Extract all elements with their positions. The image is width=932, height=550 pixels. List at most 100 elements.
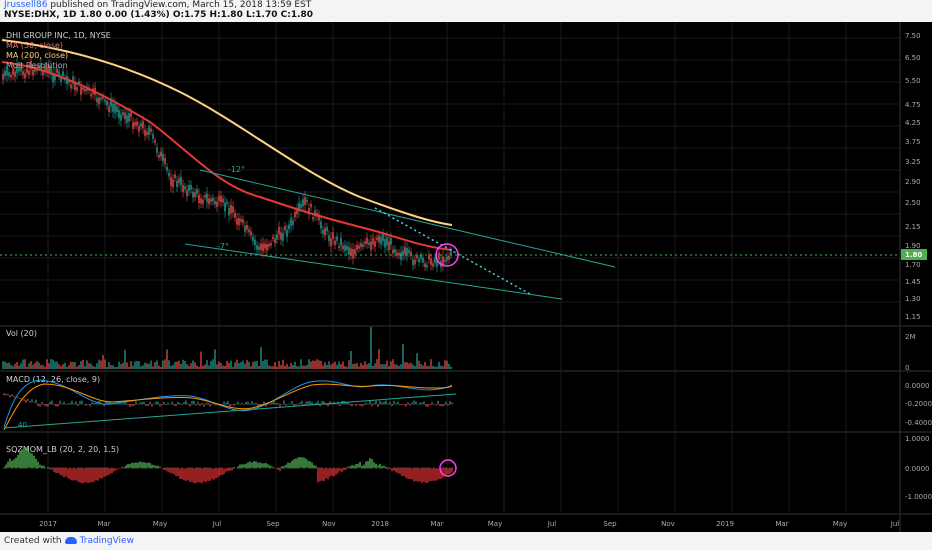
- candle-body: [366, 237, 368, 244]
- volume-bar: [80, 361, 82, 369]
- volume-bar: [168, 360, 170, 369]
- volume-bar: [254, 361, 256, 369]
- volume-bar: [260, 347, 262, 369]
- sqzmom-bar: [29, 452, 31, 469]
- sqzmom-dot: [349, 467, 351, 469]
- volume-bar: [116, 366, 118, 369]
- candle-body: [40, 63, 42, 71]
- macd-bar: [43, 404, 45, 406]
- sqzmom-bar: [113, 468, 115, 472]
- macd-bar: [107, 400, 109, 405]
- candle-body: [20, 66, 22, 72]
- sqzmom-dot: [273, 467, 275, 469]
- sqzmom-bar: [83, 468, 85, 484]
- sqzmom-dot: [265, 467, 267, 469]
- sqzmom-dot: [227, 467, 229, 469]
- candle-body: [190, 184, 192, 190]
- candle-body: [412, 259, 414, 266]
- macd-bar: [269, 403, 271, 405]
- sqzmom-dot: [105, 467, 107, 469]
- sqzmom-bar: [427, 468, 429, 483]
- volume-bar: [448, 363, 450, 369]
- sqzmom-bar: [321, 468, 323, 481]
- volume-bar: [140, 366, 142, 369]
- author-link[interactable]: Jrussell86: [4, 0, 48, 10]
- volume-bar: [366, 364, 368, 369]
- volume-bar: [412, 364, 414, 369]
- macd-bar: [437, 400, 439, 405]
- volume-bar: [146, 363, 148, 369]
- sqzmom-bar: [81, 468, 83, 484]
- candle-body: [48, 65, 50, 73]
- macd-bar: [387, 403, 389, 405]
- macd-bar: [309, 401, 311, 405]
- candle-body: [206, 193, 208, 203]
- volume-bar: [270, 366, 272, 369]
- volume-bar: [124, 349, 126, 369]
- sqzmom-bar: [145, 463, 147, 469]
- candle-body: [142, 121, 144, 129]
- macd-bar: [253, 403, 255, 405]
- sqzmom-dot: [207, 467, 209, 469]
- macd-bar: [223, 401, 225, 405]
- candle-body: [256, 245, 258, 250]
- macd-bar: [235, 403, 237, 405]
- macd-bar: [419, 402, 421, 405]
- sqzmom-dot: [299, 467, 301, 469]
- chart-canvas[interactable]: -12° -7° DHI GROUP INC, 1D, NYSE MA (50,…: [0, 22, 932, 532]
- macd-bar: [245, 401, 247, 405]
- candle-body: [354, 249, 356, 255]
- sqzmom-bar: [73, 468, 75, 481]
- legend-mult-resolution: Mult Resolution: [6, 61, 68, 70]
- sqzmom-bar: [285, 464, 287, 469]
- sqzmom-bar: [191, 468, 193, 482]
- sqzmom-bar: [237, 466, 239, 469]
- volume-bar: [122, 362, 124, 369]
- volume-bar: [222, 365, 224, 369]
- macd-bar: [91, 402, 93, 405]
- candle-body: [82, 87, 84, 90]
- volume-bar: [236, 359, 238, 369]
- candle-body: [44, 66, 46, 72]
- volume-bar: [240, 362, 242, 369]
- sqzmom-bar: [111, 468, 113, 474]
- sqzmom-bar: [333, 468, 335, 477]
- volume-bar: [92, 365, 94, 369]
- candle-body: [224, 202, 226, 212]
- volume-bar: [394, 364, 396, 369]
- macd-bar: [17, 396, 19, 398]
- macd-bar: [313, 403, 315, 405]
- volume-bar: [82, 359, 84, 369]
- candle-body: [6, 67, 8, 76]
- macd-bar: [161, 404, 163, 406]
- sqzmom-dot: [399, 467, 401, 469]
- sqzmom-dot: [353, 467, 355, 469]
- sqzmom-bar: [365, 461, 367, 469]
- candle-body: [294, 212, 296, 218]
- sqzmom-bar: [131, 462, 133, 469]
- volume-bar: [256, 361, 258, 369]
- tradingview-brand-link[interactable]: TradingView: [79, 536, 134, 546]
- sqzmom-bar: [267, 464, 269, 469]
- sqzmom-bar: [71, 468, 73, 481]
- sqzmom-bar: [265, 463, 267, 469]
- sqzmom-dot: [47, 467, 49, 469]
- volume-bar: [282, 359, 284, 369]
- volume-bar: [438, 361, 440, 369]
- sqzmom-dot: [411, 467, 413, 469]
- sqzmom-highlight-circle: [439, 459, 457, 477]
- volume-bar: [334, 361, 336, 369]
- candle-body: [448, 255, 450, 260]
- macd-bar: [227, 400, 229, 405]
- macd-bar: [275, 402, 277, 405]
- sqzmom-bar: [381, 465, 383, 469]
- sqzmom-bar: [425, 468, 427, 484]
- sqzmom-bar: [103, 468, 105, 477]
- macd-bar: [439, 404, 441, 406]
- sqzmom-bar: [341, 468, 343, 472]
- candle-body: [280, 232, 282, 240]
- sqzmom-dot: [131, 467, 133, 469]
- candle-body: [2, 73, 4, 80]
- macd-bar: [11, 394, 13, 397]
- sqzmom-dot: [361, 467, 363, 469]
